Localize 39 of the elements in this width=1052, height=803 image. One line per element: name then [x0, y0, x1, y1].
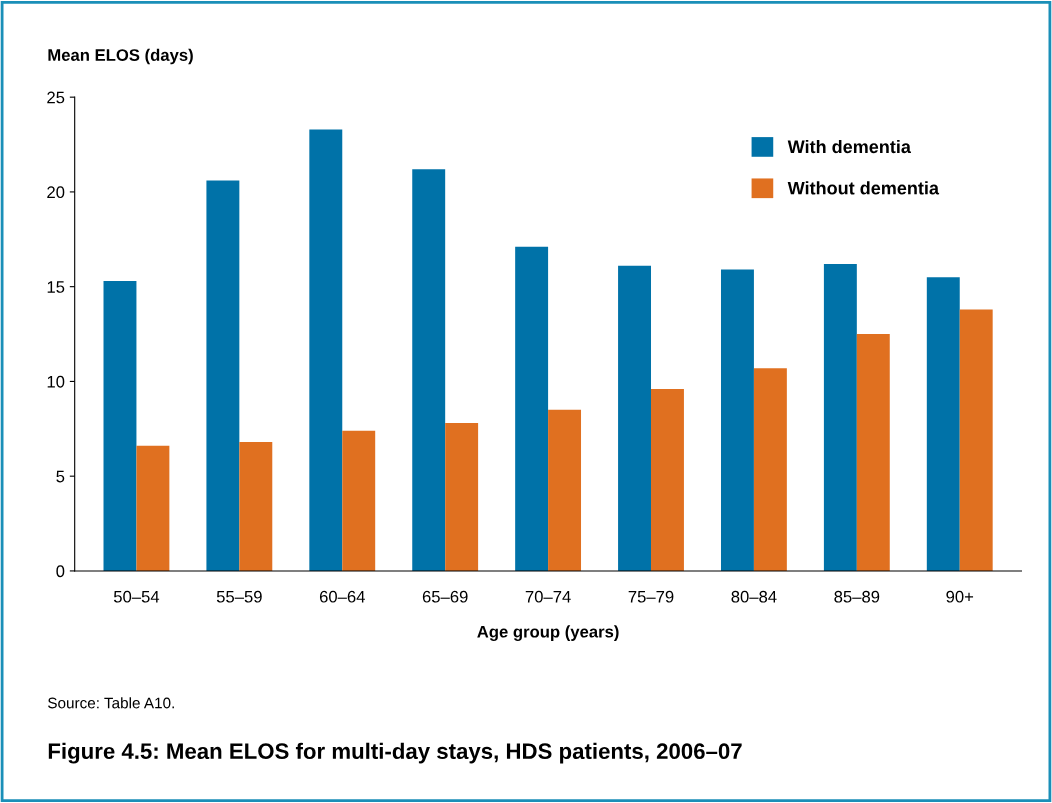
bar	[239, 442, 273, 571]
bar	[720, 269, 754, 571]
bar	[651, 389, 684, 571]
x-tick-label: 70–74	[525, 590, 571, 603]
text: Figure 4.5: Mean ELOS for multi-day stays, HDS patients, 2006–07	[48, 742, 742, 764]
bar	[856, 334, 890, 571]
bar	[342, 430, 376, 571]
y-tick-label: 10	[47, 375, 65, 388]
bar	[926, 277, 960, 571]
y-tick-label: 25	[47, 91, 65, 104]
x-tick-label: 85–89	[834, 590, 880, 603]
bar	[548, 409, 582, 571]
y-tick-label: 0	[56, 565, 65, 578]
x-tick-label: 90+	[946, 590, 974, 603]
bar	[103, 280, 137, 571]
bar	[206, 180, 240, 571]
bar	[618, 265, 652, 571]
bar	[412, 169, 446, 571]
bar	[959, 309, 993, 571]
x-tick-label: 55–59	[216, 590, 262, 603]
legend-label: With dementia	[787, 139, 912, 154]
y-tick-label: 5	[56, 470, 65, 483]
bar	[309, 129, 343, 571]
y-tick-label: 20	[47, 186, 65, 199]
x-tick-label: 80–84	[731, 590, 777, 603]
x-axis-title: Age group (years)	[477, 625, 619, 641]
bar	[515, 246, 549, 571]
bar	[445, 423, 479, 571]
x-tick-label: 75–79	[628, 590, 674, 603]
bar	[136, 445, 170, 571]
bar	[753, 368, 787, 571]
x-tick-label: 65–69	[422, 590, 468, 603]
legend-label: Without dementia	[787, 181, 940, 195]
x-tick-label: 60–64	[319, 590, 365, 603]
y-tick-label: 15	[47, 281, 65, 293]
y-axis-title: Mean ELOS (days)	[48, 48, 193, 65]
x-tick-label: 50–54	[113, 590, 160, 603]
bar	[823, 263, 857, 571]
source-note: Source: Table A10.	[48, 697, 174, 709]
